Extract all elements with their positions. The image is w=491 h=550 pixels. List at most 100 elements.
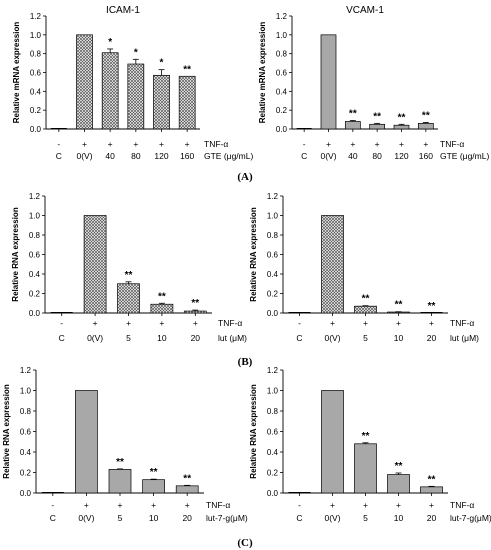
tnf-row-sign: + (429, 318, 434, 328)
significance-mark: ** (183, 64, 191, 75)
significance-mark: ** (428, 474, 436, 485)
x-tick-label: 5 (363, 513, 368, 523)
y-axis-label: Relative mRNA expression (12, 22, 21, 124)
x-tick-label: 0(V) (324, 513, 340, 523)
y-tick-label: 0.8 (30, 50, 42, 59)
y-tick-label: 0.2 (20, 469, 32, 478)
y-tick-label: 0.2 (30, 106, 42, 115)
bar (320, 34, 337, 130)
x-tick-label: C (296, 513, 302, 523)
chart-title: VCAM-1 (346, 5, 384, 16)
bar (321, 390, 344, 494)
y-tick-label: 1.0 (29, 212, 41, 221)
panel-label-b: (B) (238, 356, 253, 368)
y-tick-label: 0.6 (30, 69, 42, 78)
y-tick-label: 0.6 (267, 428, 279, 437)
y-tick-label: 0.2 (276, 106, 288, 115)
significance-mark: ** (349, 109, 357, 120)
tnf-row-sign: + (133, 139, 138, 149)
x-tick-label: 20 (182, 513, 192, 523)
tnf-row-sign: + (126, 318, 131, 328)
bar (387, 474, 410, 494)
chart-B-right: 0.0 0.2 0.4 0.6 0.8 1.0 1.2 Relative RNA expres… (249, 192, 479, 343)
tnf-label: TNF-α (218, 318, 242, 328)
x-tick-label: C (59, 333, 65, 343)
tnf-row-sign: - (57, 139, 60, 149)
y-axis-label: Relative RNA expression (249, 207, 258, 302)
chart-B-left: 0.0 0.2 0.4 0.6 0.8 1.0 1.2 Relative RNA expres… (11, 192, 247, 343)
y-tick-label: 0.4 (276, 87, 288, 96)
y-tick-label: 0.2 (267, 469, 279, 478)
chart-title: ICAM-1 (106, 5, 140, 16)
bar (101, 52, 119, 130)
x-tick-label: C (50, 513, 56, 523)
bar (387, 311, 410, 314)
tnf-row-sign: + (375, 139, 380, 149)
x-tick-label: 120 (154, 151, 168, 161)
tnf-row-sign: + (185, 500, 190, 510)
y-tick-label: 0.2 (267, 290, 279, 299)
bar (420, 486, 443, 494)
y-tick-label: 0.4 (20, 448, 32, 457)
y-tick-label: 1.2 (267, 366, 279, 375)
y-tick-label: 0.6 (267, 251, 279, 260)
significance-mark: ** (150, 467, 158, 478)
bar (321, 215, 344, 314)
x-tick-label: 20 (427, 513, 437, 523)
bar (369, 123, 386, 130)
tnf-label: TNF-α (450, 318, 474, 328)
y-tick-label: 0.0 (267, 489, 279, 498)
y-tick-label: 0.4 (30, 87, 42, 96)
y-tick-label: 1.2 (29, 192, 41, 201)
tnf-row-sign: + (396, 318, 401, 328)
tnf-row-sign: + (423, 139, 428, 149)
significance-mark: ** (373, 111, 381, 122)
significance-mark: ** (428, 301, 436, 312)
x-tick-label: 80 (131, 151, 141, 161)
chart-C-left: 0.0 0.2 0.4 0.6 0.8 1.0 1.2 Relative RNA expres… (2, 366, 248, 523)
tnf-row-sign: + (93, 318, 98, 328)
significance-mark: ** (398, 112, 406, 123)
significance-mark: ** (116, 457, 124, 468)
bar (76, 34, 93, 130)
bar (417, 122, 434, 130)
tnf-label: TNF-α (440, 139, 464, 149)
tnf-row-sign: + (108, 139, 113, 149)
y-tick-label: 0.4 (267, 270, 279, 279)
tnf-row-sign: + (185, 139, 190, 149)
significance-mark: ** (183, 473, 191, 484)
tnf-row-sign: - (60, 318, 63, 328)
y-axis-label: Relative RNA expression (11, 207, 20, 302)
y-tick-label: 0.0 (20, 489, 32, 498)
y-tick-label: 1.2 (20, 366, 32, 375)
y-tick-label: 0.6 (276, 69, 288, 78)
bar (175, 485, 199, 494)
tnf-row-sign: + (399, 139, 404, 149)
tnf-row-sign: + (151, 500, 156, 510)
tnf-row-sign: + (396, 500, 401, 510)
tnf-row-sign: - (51, 500, 54, 510)
bar (142, 479, 165, 494)
y-tick-label: 0.2 (29, 290, 41, 299)
tnf-row-sign: + (429, 500, 434, 510)
bar (150, 303, 174, 314)
bar (354, 443, 377, 494)
bar (393, 124, 410, 130)
x-tick-label: 0(V) (78, 513, 94, 523)
tnf-label: TNF-α (206, 500, 230, 510)
significance-mark: * (108, 37, 112, 48)
y-tick-label: 0.4 (29, 270, 41, 279)
significance-mark: ** (422, 110, 430, 121)
y-tick-label: 0.8 (29, 231, 41, 240)
significance-mark: ** (125, 270, 133, 281)
bar (153, 74, 170, 130)
tnf-row-sign: + (363, 318, 368, 328)
y-tick-label: 0.6 (20, 428, 32, 437)
significance-mark: ** (362, 294, 370, 305)
dose-label: lut-7-g(μM) (206, 513, 248, 523)
chart-C-right: 0.0 0.2 0.4 0.6 0.8 1.0 1.2 Relative RNA expres… (249, 366, 491, 523)
tnf-row-sign: + (118, 500, 123, 510)
x-tick-label: 5 (363, 333, 368, 343)
tnf-label: TNF-α (204, 139, 228, 149)
